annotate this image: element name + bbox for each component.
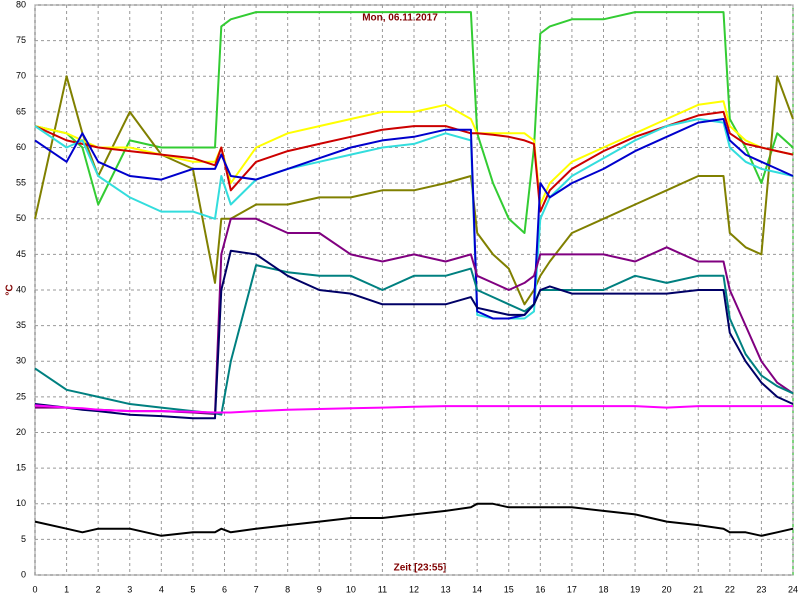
y-tick-label: 65 bbox=[16, 106, 26, 116]
x-tick-label: 23 bbox=[756, 584, 766, 594]
x-tick-label: 18 bbox=[598, 584, 608, 594]
x-tick-label: 6 bbox=[222, 584, 227, 594]
y-tick-label: 70 bbox=[16, 71, 26, 81]
y-tick-label: 25 bbox=[16, 391, 26, 401]
data-line bbox=[34, 264, 794, 416]
y-tick-label: 45 bbox=[16, 249, 26, 259]
x-tick-label: 7 bbox=[254, 584, 259, 594]
data-line bbox=[34, 249, 794, 420]
x-tick-label: 16 bbox=[535, 584, 545, 594]
chart-title: Mon, 06.11.2017 bbox=[362, 13, 438, 24]
y-tick-label: 5 bbox=[21, 534, 26, 544]
lines bbox=[34, 11, 794, 537]
data-line bbox=[34, 11, 794, 234]
y-tick-label: 30 bbox=[16, 356, 26, 366]
y-tick-label: 80 bbox=[16, 0, 26, 9]
x-tick-label: 15 bbox=[504, 584, 514, 594]
x-tick-label: 5 bbox=[190, 584, 195, 594]
y-tick-label: 20 bbox=[16, 427, 26, 437]
x-tick-label: 3 bbox=[127, 584, 132, 594]
y-tick-label: 0 bbox=[21, 569, 26, 579]
x-tick-label: 21 bbox=[693, 584, 703, 594]
x-tick-label: 1 bbox=[64, 584, 69, 594]
x-tick-label: 14 bbox=[472, 584, 482, 594]
y-tick-label: 10 bbox=[16, 498, 26, 508]
x-tick-label: 12 bbox=[409, 584, 419, 594]
y-tick-label: 55 bbox=[16, 178, 26, 188]
x-tick-label: 17 bbox=[567, 584, 577, 594]
y-axis-label: °C bbox=[5, 284, 16, 295]
x-tick-label: 24 bbox=[788, 584, 798, 594]
x-axis-label: Zeit [23:55] bbox=[394, 563, 447, 574]
x-tick-label: 2 bbox=[96, 584, 101, 594]
y-tick-label: 15 bbox=[16, 463, 26, 473]
data-line bbox=[34, 110, 794, 213]
y-tick-label: 50 bbox=[16, 213, 26, 223]
x-tick-label: 4 bbox=[159, 584, 164, 594]
y-tick-label: 35 bbox=[16, 320, 26, 330]
data-line bbox=[34, 118, 794, 320]
x-tick-label: 9 bbox=[317, 584, 322, 594]
x-tick-label: 22 bbox=[725, 584, 735, 594]
data-line bbox=[34, 100, 794, 206]
x-tick-label: 19 bbox=[630, 584, 640, 594]
x-tick-label: 10 bbox=[346, 584, 356, 594]
y-tick-label: 60 bbox=[16, 142, 26, 152]
x-tick-label: 8 bbox=[285, 584, 290, 594]
x-tick-label: 0 bbox=[32, 584, 37, 594]
data-line bbox=[34, 502, 794, 537]
y-tick-label: 75 bbox=[16, 35, 26, 45]
data-line bbox=[34, 404, 793, 414]
x-tick-label: 20 bbox=[662, 584, 672, 594]
y-tick-label: 40 bbox=[16, 284, 26, 294]
x-tick-label: 11 bbox=[378, 584, 387, 594]
x-tick-label: 13 bbox=[441, 584, 451, 594]
